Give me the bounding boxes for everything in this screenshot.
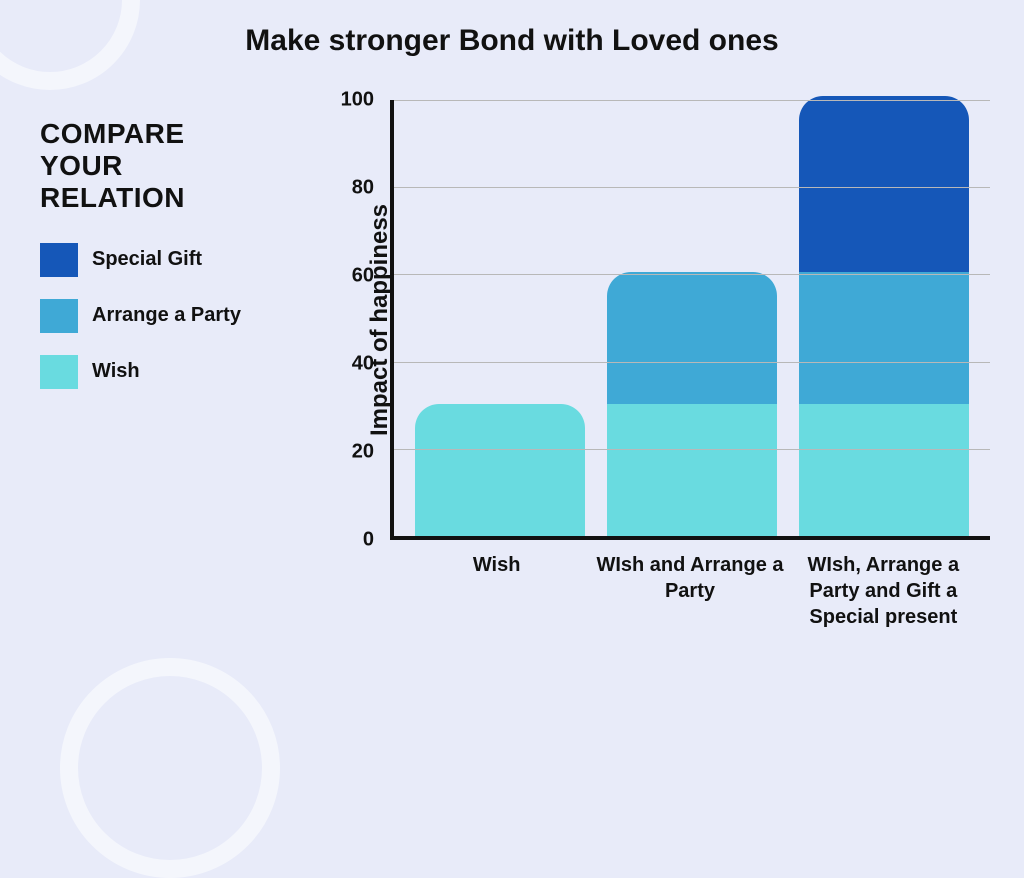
legend-item-special-gift: Special Gift: [40, 243, 260, 277]
decorative-circle-bottom: [60, 658, 280, 878]
x-axis-label: WIsh and Arrange a Party: [595, 552, 785, 630]
plot-area: [390, 100, 990, 540]
x-axis-label: WIsh, Arrange a Party and Gift a Special…: [788, 552, 978, 630]
legend-swatch: [40, 355, 78, 389]
bar-segment: [799, 272, 969, 404]
bar-segment: [799, 96, 969, 272]
y-tick: 40: [352, 353, 374, 376]
chart-title: Make stronger Bond with Loved ones: [0, 24, 1024, 58]
grid-line: [394, 187, 990, 188]
y-tick: 20: [352, 441, 374, 464]
grid-line: [394, 274, 990, 275]
legend-heading: COMPARE YOUR RELATION: [40, 118, 260, 215]
y-axis-ticks: 020406080100: [344, 100, 384, 540]
chart: Impact of happiness 020406080100 WishWIs…: [290, 100, 990, 540]
y-tick: 60: [352, 265, 374, 288]
y-tick: 0: [363, 529, 374, 552]
bar-segment: [799, 404, 969, 536]
bar-segment: [607, 272, 777, 404]
grid-line: [394, 100, 990, 101]
bar-column: [799, 96, 969, 536]
x-axis-labels: WishWIsh and Arrange a PartyWIsh, Arrang…: [390, 540, 990, 630]
legend-label: Arrange a Party: [92, 299, 241, 327]
legend-item-arrange-party: Arrange a Party: [40, 299, 260, 333]
legend-item-wish: Wish: [40, 355, 260, 389]
legend-swatch: [40, 299, 78, 333]
bar-segment: [415, 404, 585, 536]
y-tick: 80: [352, 177, 374, 200]
grid-line: [394, 449, 990, 450]
grid-line: [394, 362, 990, 363]
legend-swatch: [40, 243, 78, 277]
x-axis-label: Wish: [402, 552, 592, 630]
legend-label: Wish: [92, 355, 140, 383]
bar-segment: [607, 404, 777, 536]
legend-label: Special Gift: [92, 243, 202, 271]
bars-container: [394, 100, 990, 536]
bar-column: [607, 272, 777, 536]
bar-column: [415, 404, 585, 536]
legend: COMPARE YOUR RELATION Special Gift Arran…: [40, 118, 260, 411]
y-tick: 100: [341, 89, 374, 112]
